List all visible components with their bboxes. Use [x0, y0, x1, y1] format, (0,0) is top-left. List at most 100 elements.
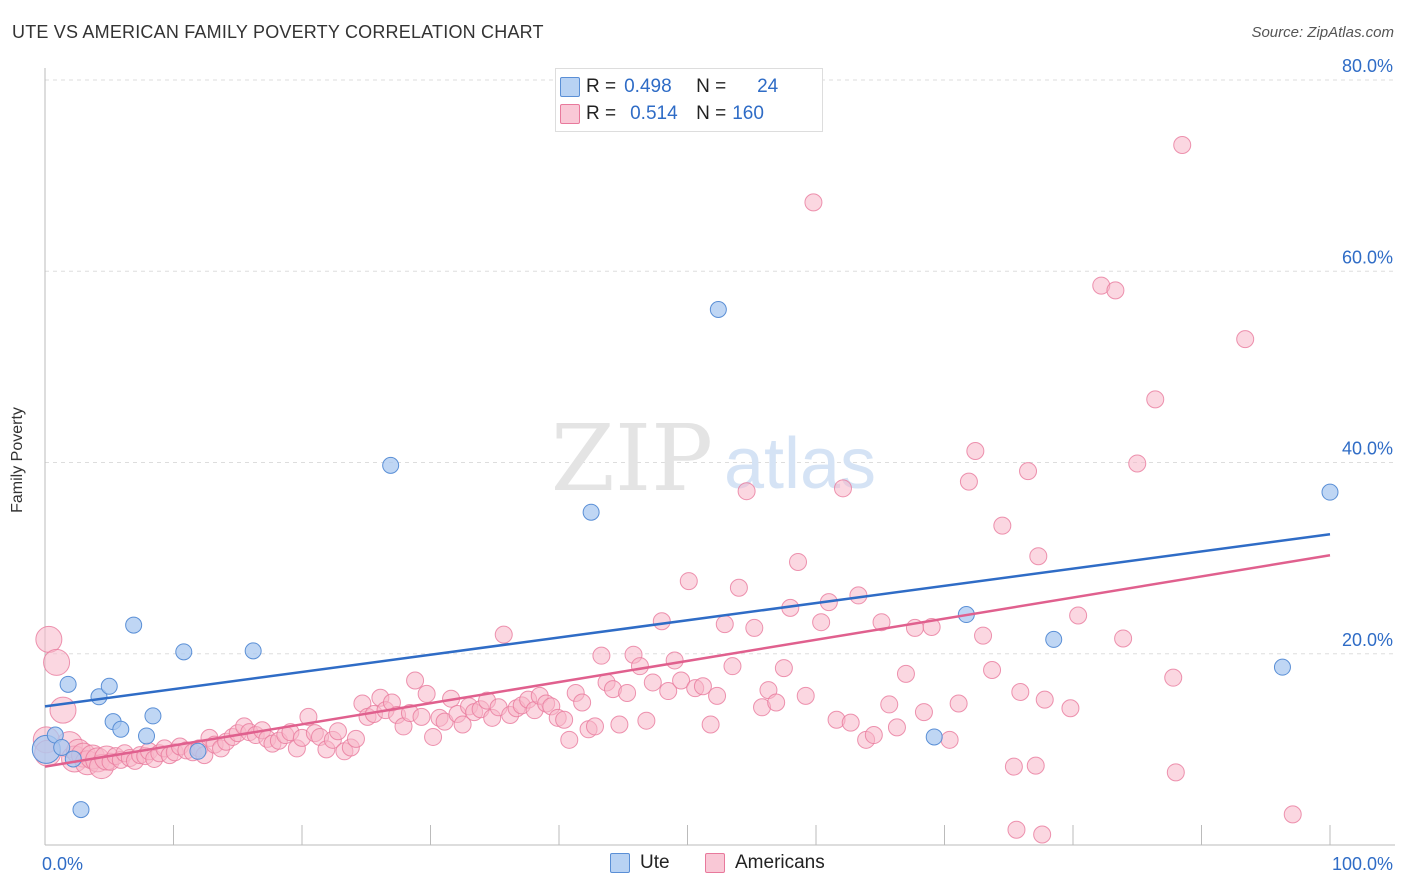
americans-point [887, 718, 906, 737]
americans-point [1029, 547, 1048, 566]
americans-point [412, 707, 431, 726]
americans-point [665, 651, 684, 670]
ute-point [53, 738, 71, 756]
americans-point [585, 717, 604, 736]
y-tick-label-40: 40.0% [1342, 439, 1393, 459]
americans-point [693, 677, 712, 696]
ute-swatch [560, 77, 580, 97]
ute-n-label: N = [696, 76, 727, 97]
americans-point [1114, 629, 1133, 648]
americans-point [43, 648, 71, 676]
americans-point [592, 646, 611, 665]
americans-point [672, 671, 691, 690]
ute-trend-line [44, 532, 1331, 708]
watermark-zip: ZIP [551, 405, 713, 512]
ute-point [244, 642, 262, 660]
ute-point [1045, 630, 1063, 648]
x-tick-label-100: 100.0% [1332, 854, 1393, 874]
americans-point [659, 682, 678, 701]
stats-row-ute: R = 0.498 N = 24 [560, 75, 779, 99]
ute-point [925, 728, 943, 746]
americans-point [1011, 683, 1030, 701]
ute-point [64, 750, 82, 768]
americans-point [652, 612, 671, 631]
ute-point [112, 720, 130, 738]
axes [44, 68, 1395, 846]
americans-point [723, 657, 742, 676]
americans-point [804, 193, 823, 212]
americans-point [346, 729, 365, 748]
americans-point [914, 703, 933, 722]
americans-point [715, 615, 734, 634]
americans-point [789, 552, 808, 571]
americans-point [729, 578, 748, 597]
legend-americans-swatch [705, 853, 725, 873]
americans-point [940, 730, 959, 749]
americans-point [1128, 454, 1147, 473]
americans-point [1236, 330, 1255, 349]
ute-point [59, 675, 77, 693]
ute-r-value: 0.498 [624, 76, 672, 97]
americans-point [774, 659, 793, 678]
americans-point [1283, 805, 1302, 824]
stats-box: R = 0.498 N = 24 R = 0.514 N = 160 [555, 68, 823, 132]
americans-point [880, 695, 899, 714]
ute-r-label: R = [586, 76, 617, 97]
legend-item-americans[interactable]: Americans [705, 852, 825, 874]
americans-point [1146, 390, 1165, 409]
americans-point [1106, 281, 1125, 300]
source-label: Source: ZipAtlas.com [1251, 24, 1394, 41]
americans-point [745, 618, 764, 637]
ute-point [189, 742, 207, 760]
series-ute [31, 301, 1339, 819]
americans-point [864, 726, 883, 745]
americans-point [1004, 757, 1023, 776]
americans-point [949, 694, 968, 713]
trend-lines [44, 532, 1331, 768]
americans-point [630, 657, 649, 676]
americans-point [966, 442, 985, 461]
americans-point [737, 482, 756, 501]
americans-point [974, 626, 993, 645]
ute-point [100, 677, 118, 695]
americans-point [1033, 825, 1052, 844]
americans-n-value: 160 [732, 103, 764, 124]
ute-point [72, 801, 90, 819]
ute-point [709, 301, 727, 318]
americans-point [896, 664, 915, 683]
ute-point [138, 727, 156, 745]
legend-item-ute[interactable]: Ute [610, 852, 670, 874]
chart-title: UTE VS AMERICAN FAMILY POVERTY CORRELATI… [12, 22, 544, 42]
americans-point [299, 707, 318, 726]
americans-point [993, 516, 1012, 535]
americans-point [35, 625, 63, 653]
legend-ute-swatch [610, 853, 630, 873]
americans-point [701, 715, 720, 734]
americans-point [1173, 136, 1192, 155]
ute-point [125, 616, 143, 634]
ute-point [144, 707, 162, 725]
stats-row-americans: R = 0.514 N = 160 [560, 102, 772, 126]
americans-point [1164, 668, 1183, 687]
americans-point [1035, 690, 1054, 709]
ute-n-value: 24 [757, 76, 779, 97]
x-tick-label-0: 0.0% [42, 854, 83, 874]
americans-point [618, 683, 637, 702]
americans-point [560, 730, 579, 749]
americans-n-label: N = [696, 103, 727, 124]
americans-point [555, 710, 574, 729]
americans-trend-line [44, 554, 1331, 768]
americans-point [812, 613, 831, 632]
americans-point [833, 479, 852, 498]
americans-point [1019, 462, 1038, 481]
y-tick-label-60: 60.0% [1342, 247, 1393, 267]
americans-point [643, 673, 662, 692]
americans-point [767, 693, 786, 712]
grid-lines [45, 79, 1395, 655]
americans-point [1069, 606, 1088, 625]
americans-point [796, 686, 815, 705]
watermark: ZIP atlas [551, 405, 876, 512]
americans-point [959, 472, 978, 491]
americans-point [1166, 763, 1185, 782]
